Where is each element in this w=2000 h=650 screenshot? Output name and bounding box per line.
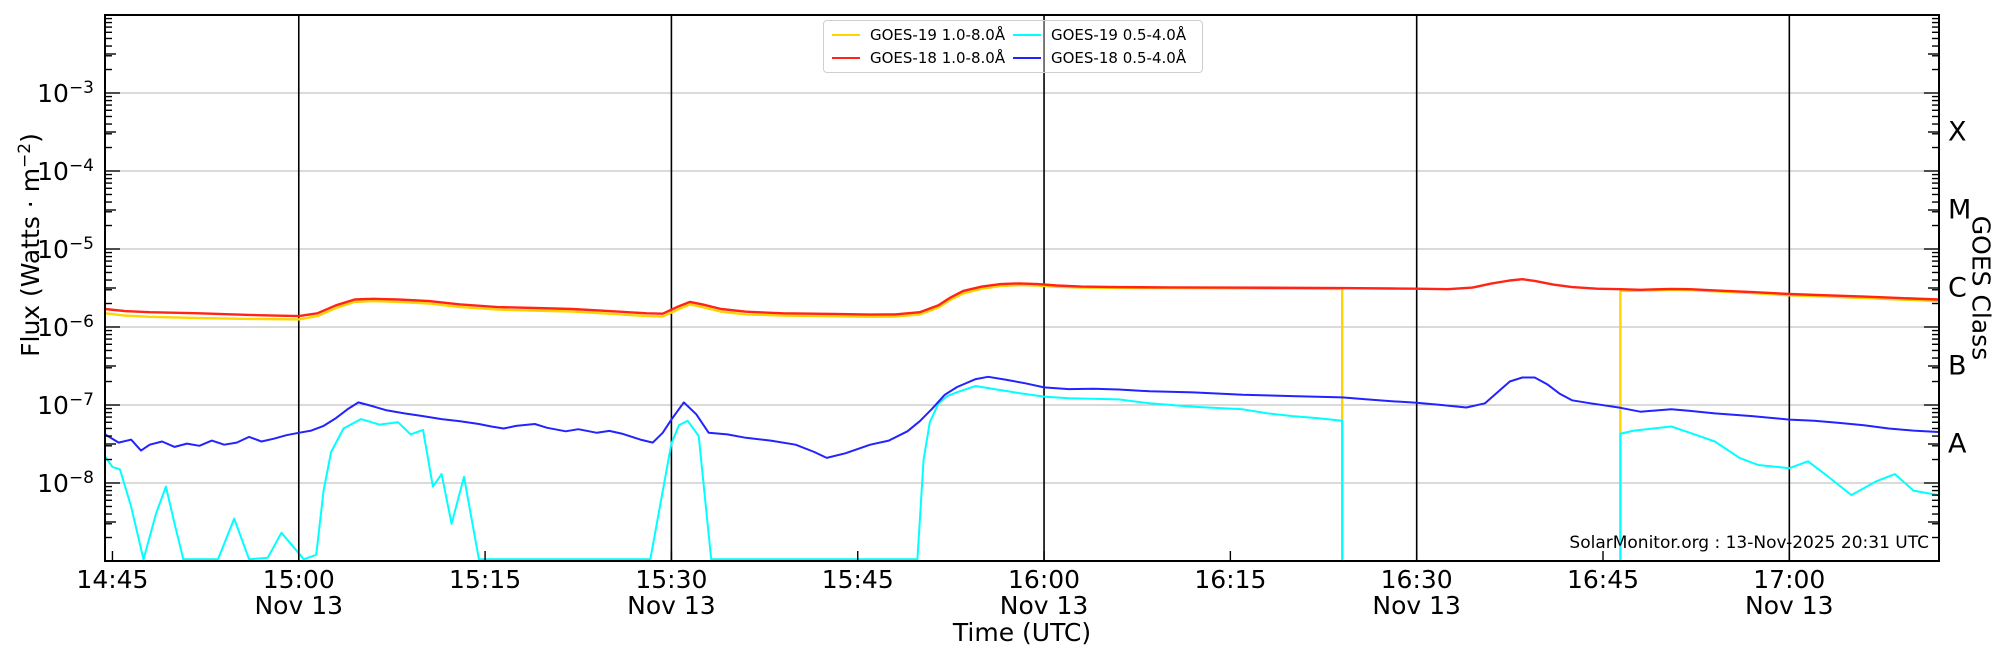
x-tick-label: 16:15 (1194, 567, 1266, 593)
goes-class-letter-c: C (1948, 272, 1967, 304)
y-tick-label: 10−5 (36, 234, 94, 264)
right-axis-label: GOES Class (1966, 215, 1996, 361)
legend-label: GOES-19 0.5-4.0Å (1051, 25, 1187, 44)
x-tick-date: Nov 13 (254, 591, 344, 620)
legend-line-swatch (1013, 57, 1041, 60)
series-goes-19-0.5-4.0å (104, 385, 1344, 561)
y-tick-label: 10−8 (36, 468, 94, 498)
watermark-annotation: SolarMonitor.org : 13-Nov-2025 20:31 UTC (1569, 533, 1929, 553)
x-tick-time: 15:15 (449, 565, 522, 594)
x-tick-date: Nov 13 (999, 591, 1089, 620)
x-tick-label: 15:00 Nov 13 (254, 567, 343, 619)
y-tick-base: 10 (37, 469, 69, 499)
x-tick-time: 17:00 (1753, 565, 1826, 594)
series-goes-18-0.5-4.0å (104, 375, 1940, 459)
x-tick-time: 16:00 (1008, 565, 1081, 594)
y-tick-exponent: −6 (68, 311, 94, 332)
y-axis-label-exponent: −2 (14, 142, 35, 168)
x-tick-label: 16:30 Nov 13 (1372, 567, 1461, 619)
goes-class-letter-a: A (1948, 428, 1967, 460)
series-goes-19-1.0-8.0å (1619, 288, 1940, 561)
y-tick-base: 10 (37, 313, 69, 343)
legend-item: GOES-19 0.5-4.0Å (1013, 26, 1194, 44)
legend-line-swatch (832, 57, 860, 60)
x-tick-time: 15:45 (821, 565, 894, 594)
y-tick-exponent: −3 (68, 77, 94, 98)
x-axis-label: Time (UTC) (952, 618, 1092, 647)
y-tick-exponent: −8 (68, 467, 94, 488)
legend-label: GOES-18 0.5-4.0Å (1051, 49, 1187, 68)
legend-label: GOES-18 1.0-8.0Å (870, 49, 1006, 68)
x-tick-label: 14:45 (76, 567, 148, 593)
legend-item: GOES-18 1.0-8.0Å (832, 49, 1013, 67)
goes-class-letter-b: B (1948, 350, 1967, 382)
x-tick-time: 15:00 (262, 565, 335, 594)
legend-line-swatch (1013, 33, 1041, 36)
goes-class-letter-m: M (1948, 194, 1972, 226)
legend-line-swatch (832, 33, 860, 36)
plot-border (104, 14, 1940, 562)
y-tick-exponent: −7 (68, 389, 94, 410)
y-tick-base: 10 (37, 157, 69, 187)
goes-class-letter-x: X (1948, 116, 1967, 148)
y-axis-label-suffix: ) (16, 133, 46, 143)
x-tick-label: 15:45 (822, 567, 894, 593)
legend: GOES-19 1.0-8.0Å GOES-18 1.0-8.0Å GOES-19 … (823, 20, 1203, 73)
x-tick-time: 16:30 (1380, 565, 1453, 594)
y-tick-label: 10−6 (36, 312, 94, 342)
x-tick-time: 16:45 (1566, 565, 1640, 594)
x-tick-label: 15:30 Nov 13 (627, 567, 716, 619)
x-tick-date: Nov 13 (1745, 591, 1834, 620)
x-tick-time: 15:30 (635, 565, 708, 594)
y-tick-label: 10−7 (36, 390, 94, 420)
legend-item: GOES-19 1.0-8.0Å (832, 26, 1013, 44)
x-tick-label: 15:15 (449, 567, 521, 593)
x-tick-date: Nov 13 (627, 591, 716, 620)
y-tick-base: 10 (37, 79, 69, 109)
y-tick-label: 10−4 (36, 156, 94, 186)
y-tick-exponent: −5 (68, 233, 94, 254)
y-tick-exponent: −4 (68, 155, 94, 176)
x-tick-label: 16:45 (1567, 567, 1639, 593)
series-goes-19-0.5-4.0å (1619, 425, 1940, 561)
x-tick-time: 14:45 (76, 565, 149, 594)
series-goes-18-1.0-8.0å (103, 278, 1940, 318)
x-tick-label: 17:00 Nov 13 (1745, 567, 1834, 619)
y-tick-label: 10−3 (36, 78, 94, 108)
legend-label: GOES-19 1.0-8.0Å (870, 25, 1006, 44)
legend-item: GOES-18 0.5-4.0Å (1013, 49, 1194, 67)
y-tick-base: 10 (37, 391, 69, 421)
x-tick-date: Nov 13 (1372, 591, 1461, 620)
series-goes-19-1.0-8.0å (103, 283, 1344, 561)
x-tick-label: 16:00 Nov 13 (1000, 567, 1089, 619)
x-tick-time: 16:15 (1194, 565, 1267, 594)
y-tick-base: 10 (37, 235, 69, 265)
